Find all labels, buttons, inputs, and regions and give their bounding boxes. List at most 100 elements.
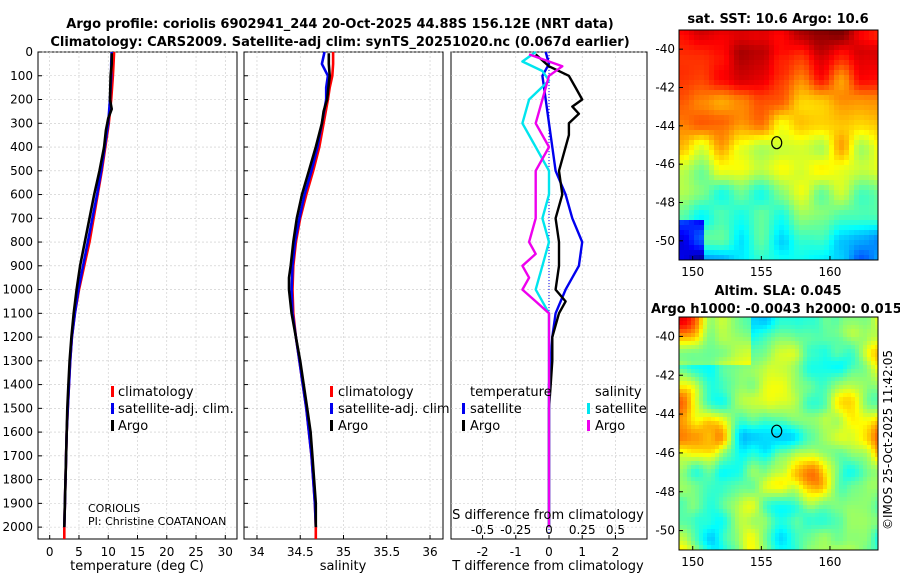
heatmap-cell (787, 369, 792, 374)
heatmap-cell (683, 493, 688, 498)
heatmap-cell (763, 545, 768, 550)
heatmap-cell (854, 245, 860, 251)
heatmap-cell (751, 433, 756, 438)
heatmap-cell (855, 349, 860, 354)
heatmap-cell (804, 245, 810, 251)
heatmap-cell (689, 35, 695, 41)
heatmap-cell (771, 445, 776, 450)
temperature-x-ticks: 0 5 10 15 20 25 30 (46, 535, 233, 559)
heatmap-cell (735, 321, 740, 326)
heatmap-cell (869, 180, 875, 186)
heatmap-cell (875, 449, 878, 454)
heatmap-cell (783, 525, 788, 530)
heatmap-cell (871, 469, 876, 474)
heatmap-cell (875, 393, 878, 398)
heatmap-cell (859, 449, 864, 454)
heatmap-cell (799, 489, 804, 494)
heatmap-cell (847, 333, 852, 338)
heatmap-cell (803, 417, 808, 422)
heatmap-cell (715, 509, 720, 514)
heatmap-cell (775, 373, 780, 378)
heatmap-cell (839, 465, 844, 470)
heatmap-cell (699, 357, 704, 362)
heatmap-cell (699, 40, 705, 46)
heatmap-cell (839, 349, 844, 354)
heatmap-cell (695, 473, 700, 478)
heatmap-cell (767, 369, 772, 374)
heatmap-cell (719, 170, 725, 176)
heatmap-cell (827, 329, 832, 334)
heatmap-cell (779, 30, 785, 36)
heatmap-cell (759, 393, 764, 398)
heatmap-cell (687, 329, 692, 334)
heatmap-cell (803, 369, 808, 374)
heatmap-cell (799, 325, 804, 330)
heatmap-cell (859, 329, 864, 334)
heatmap-cell (774, 110, 780, 116)
heatmap-cell (787, 457, 792, 462)
heatmap-cell (695, 469, 700, 474)
heatmap-cell (743, 449, 748, 454)
heatmap-cell (729, 230, 735, 236)
heatmap-cell (875, 381, 878, 386)
heatmap-cell (823, 317, 828, 322)
heatmap-cell (823, 473, 828, 478)
heatmap-cell (727, 421, 732, 426)
heatmap-cell (855, 429, 860, 434)
heatmap-cell (747, 437, 752, 442)
heatmap-cell (739, 365, 744, 370)
heatmap-cell (839, 377, 844, 382)
heatmap-cell (831, 373, 836, 378)
heatmap-cell (694, 175, 700, 181)
heatmap-cell (703, 325, 708, 330)
heatmap-cell (775, 457, 780, 462)
heatmap-cell (869, 200, 875, 206)
heatmap-cell (834, 100, 840, 106)
heatmap-cell (823, 525, 828, 530)
heatmap-cell (819, 40, 825, 46)
heatmap-cell (807, 421, 812, 426)
heatmap-cell (811, 337, 816, 342)
heatmap-cell (804, 55, 810, 61)
heatmap-cell (859, 409, 864, 414)
heatmap-cell (835, 377, 840, 382)
heatmap-cell (867, 461, 872, 466)
heatmap-cell (849, 225, 855, 231)
heatmap-cell (723, 481, 728, 486)
heatmap-cell (749, 135, 755, 141)
heatmap-cell (819, 409, 824, 414)
heatmap-cell (791, 357, 796, 362)
heatmap-cell (739, 195, 745, 201)
heatmap-cell (824, 135, 830, 141)
heatmap-cell (783, 497, 788, 502)
heatmap-cell (747, 477, 752, 482)
heatmap-cell (709, 90, 715, 96)
heatmap-cell (814, 240, 820, 246)
heatmap-cell (863, 485, 868, 490)
heatmap-cell (743, 397, 748, 402)
legend-label-t-satellite: satellite (470, 402, 522, 417)
heatmap-cell (719, 457, 724, 462)
heatmap-cell (839, 100, 845, 106)
heatmap-cell (807, 501, 812, 506)
heatmap-cell (779, 345, 784, 350)
heatmap-cell (827, 517, 832, 522)
heatmap-cell (691, 453, 696, 458)
heatmap-cell (727, 469, 732, 474)
heatmap-cell (844, 205, 850, 211)
heatmap-cell (787, 349, 792, 354)
heatmap-cell (791, 469, 796, 474)
heatmap-cell (847, 377, 852, 382)
heatmap-cell (679, 55, 685, 61)
heatmap-cell (729, 140, 735, 146)
heatmap-cell (699, 215, 705, 221)
heatmap-cell (764, 40, 770, 46)
heatmap-cell (735, 381, 740, 386)
heatmap-cell (839, 145, 845, 151)
heatmap-cell (779, 255, 785, 260)
heatmap-cell (843, 385, 848, 390)
heatmap-cell (819, 205, 825, 211)
heatmap-cell (699, 80, 705, 86)
heatmap-cell (867, 361, 872, 366)
heatmap-cell (755, 349, 760, 354)
